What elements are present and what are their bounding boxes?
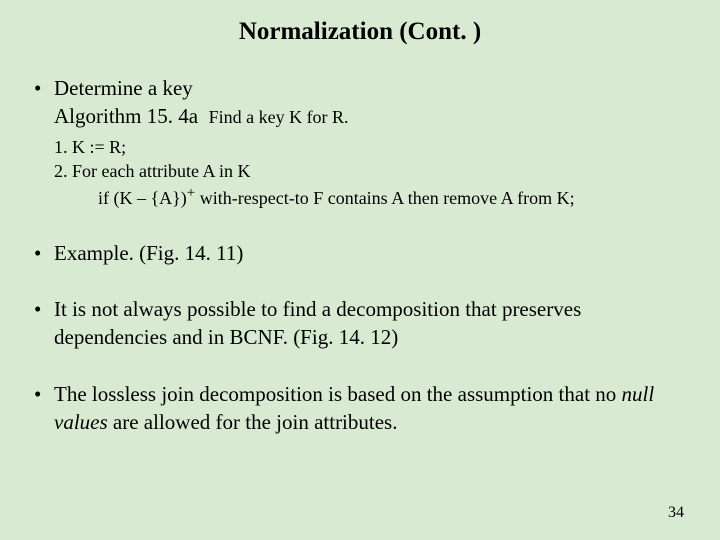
bullet-4-post: are allowed for the join attributes. <box>108 410 398 434</box>
algorithm-number: Algorithm 15. 4a <box>54 104 198 128</box>
bullet-4-pre: The lossless join decomposition is based… <box>54 382 622 406</box>
bullet-1-line1: Determine a key <box>54 76 193 100</box>
slide-number: 34 <box>668 504 684 522</box>
algorithm-step-2b: if (K – {A})+ with-respect-to F contains… <box>54 183 690 210</box>
step2b-tail: with-respect-to F contains A then remove… <box>195 188 574 208</box>
bullet-3: It is not always possible to find a deco… <box>30 295 690 352</box>
bullet-2: Example. (Fig. 14. 11) <box>30 239 690 267</box>
bullet-3-text: It is not always possible to find a deco… <box>54 297 581 349</box>
bullet-4: The lossless join decomposition is based… <box>30 380 690 437</box>
bullet-2-text: Example. (Fig. 14. 11) <box>54 241 243 265</box>
algorithm-caption: Find a key K for R. <box>209 107 349 127</box>
slide: Normalization (Cont. ) Determine a key A… <box>0 0 720 540</box>
algorithm-steps: 1. K := R; 2. For each attribute A in K … <box>54 135 690 211</box>
bullet-1: Determine a key Algorithm 15. 4a Find a … <box>30 74 690 211</box>
step2b-sup: + <box>187 185 195 201</box>
slide-title: Normalization (Cont. ) <box>30 18 690 46</box>
bullet-1-algorithm-line: Algorithm 15. 4a Find a key K for R. <box>54 104 349 128</box>
algorithm-step-2: 2. For each attribute A in K <box>54 159 690 183</box>
step2b-head: if (K – {A}) <box>98 188 187 208</box>
algorithm-step-1: 1. K := R; <box>54 135 690 159</box>
bullet-list: Determine a key Algorithm 15. 4a Find a … <box>30 74 690 436</box>
